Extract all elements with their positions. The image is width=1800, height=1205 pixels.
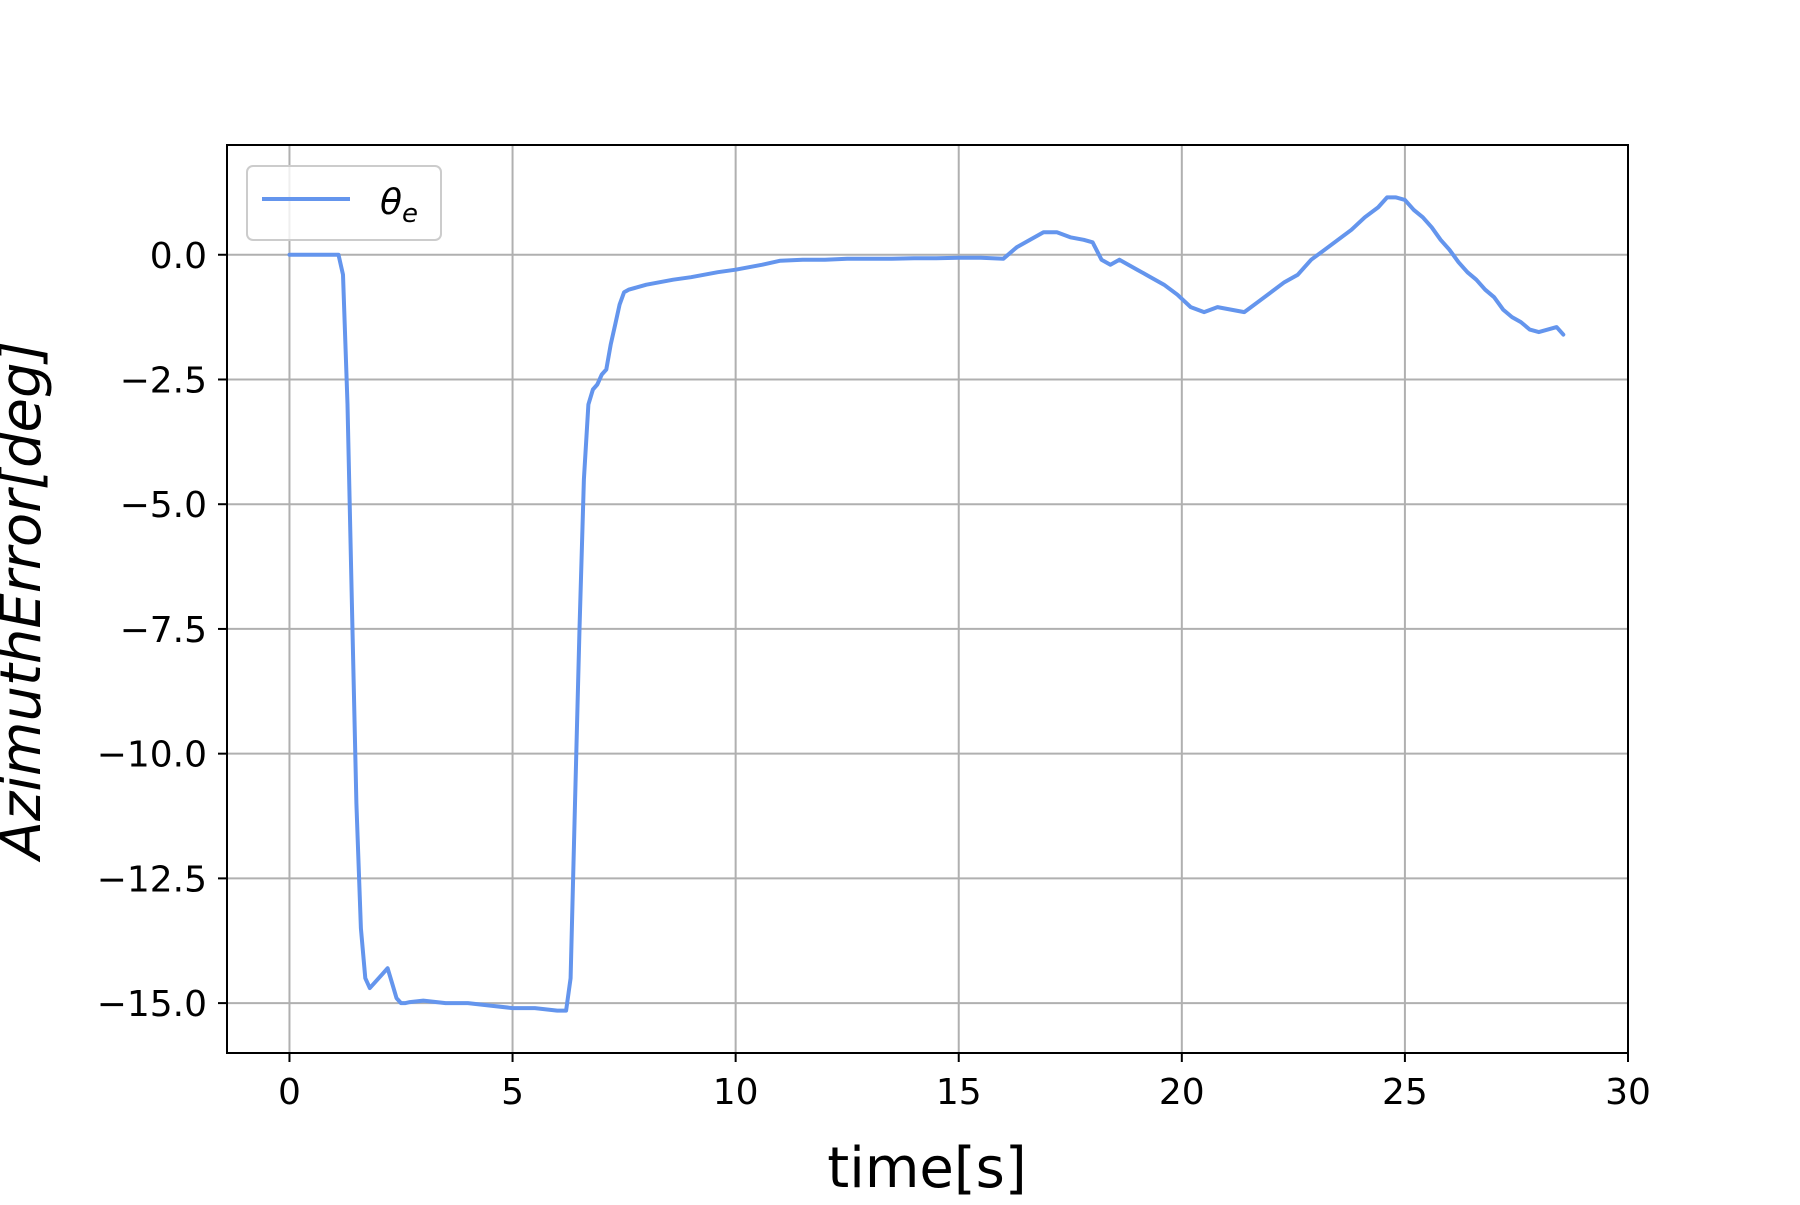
x-tick-label: 10: [713, 1072, 759, 1113]
series-line-theta-e: [287, 195, 1566, 1013]
y-tick-label: −5.0: [120, 485, 207, 526]
legend-label-symbol: θ: [380, 182, 402, 223]
y-tick-label: −12.5: [97, 859, 207, 900]
plot-frame: [226, 144, 1629, 1054]
legend-label: θe: [380, 182, 418, 229]
ticks: 0 5 10 15 20 25 30 0.0 −2.5 −5.0 −7.5 −10.0 −12.5 −15…: [97, 236, 1651, 1113]
series-layer: [287, 195, 1566, 1013]
x-tick-label: 25: [1382, 1072, 1428, 1113]
y-tick-label: 0.0: [150, 236, 207, 277]
x-tick-label: 30: [1605, 1072, 1651, 1113]
x-tick-label: 15: [936, 1072, 982, 1113]
y-axis-label: AzimuthError[deg]: [0, 341, 54, 863]
x-tick-label: 0: [278, 1072, 301, 1113]
x-tick-label: 20: [1159, 1072, 1205, 1113]
x-axis-label: time[s]: [827, 1136, 1026, 1200]
y-tick-label: −2.5: [120, 360, 207, 401]
legend: θe: [246, 165, 442, 241]
y-tick-label: −7.5: [120, 610, 207, 651]
legend-box: [246, 165, 442, 241]
x-tick-label: 5: [501, 1072, 524, 1113]
legend-label-subscript: e: [402, 199, 418, 229]
grid: [227, 145, 1629, 1053]
y-tick-label: −15.0: [97, 984, 207, 1025]
y-tick-label: −10.0: [97, 735, 207, 776]
